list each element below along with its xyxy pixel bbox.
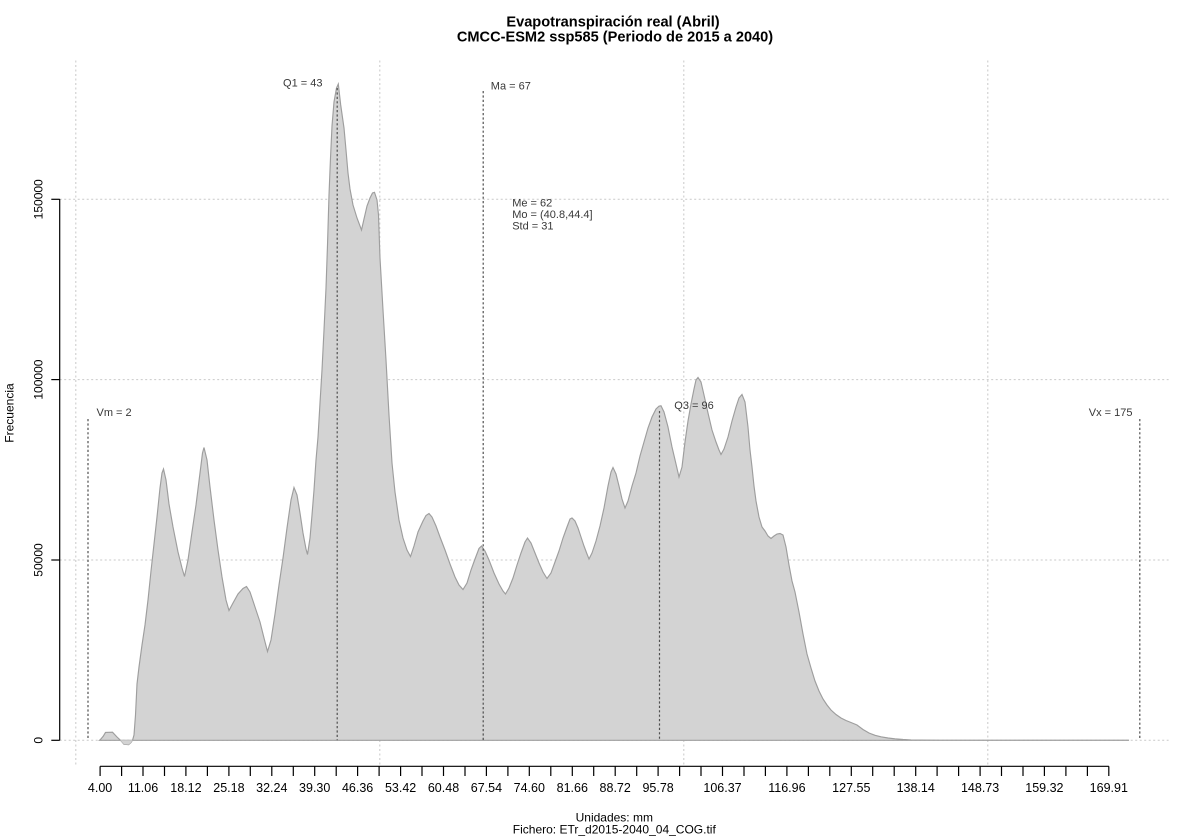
svg-text:148.73: 148.73	[961, 781, 999, 795]
svg-text:95.78: 95.78	[642, 781, 673, 795]
svg-text:138.14: 138.14	[897, 781, 935, 795]
svg-text:67.54: 67.54	[471, 781, 502, 795]
svg-text:106.37: 106.37	[703, 781, 741, 795]
svg-text:25.18: 25.18	[213, 781, 244, 795]
svg-text:4.00: 4.00	[88, 781, 112, 795]
svg-text:Q1 = 43: Q1 = 43	[283, 78, 322, 90]
svg-text:Me = 62: Me = 62	[512, 198, 552, 210]
svg-text:88.72: 88.72	[600, 781, 631, 795]
svg-text:46.36: 46.36	[342, 781, 373, 795]
svg-text:116.96: 116.96	[768, 781, 805, 795]
svg-text:53.42: 53.42	[385, 781, 416, 795]
svg-text:100000: 100000	[32, 359, 46, 399]
svg-text:60.48: 60.48	[428, 781, 459, 795]
svg-text:74.60: 74.60	[514, 781, 545, 795]
svg-text:159.32: 159.32	[1025, 781, 1063, 795]
svg-text:150000: 150000	[32, 179, 46, 219]
svg-text:127.55: 127.55	[832, 781, 870, 795]
svg-text:Evapotranspiración real (Abril: Evapotranspiración real (Abril)	[506, 15, 719, 31]
svg-text:Vm = 2: Vm = 2	[97, 407, 132, 419]
svg-text:18.12: 18.12	[170, 781, 201, 795]
svg-text:39.30: 39.30	[299, 781, 330, 795]
svg-text:11.06: 11.06	[128, 781, 158, 795]
svg-text:50000: 50000	[32, 543, 46, 577]
svg-text:81.66: 81.66	[557, 781, 588, 795]
svg-text:Unidades: mm: Unidades: mm	[576, 811, 653, 825]
svg-text:0: 0	[32, 737, 46, 744]
svg-text:Q3 = 96: Q3 = 96	[674, 400, 713, 412]
svg-text:Fichero: ETr_d2015-2040_04_COG: Fichero: ETr_d2015-2040_04_COG.tif	[513, 823, 717, 837]
svg-text:Std = 31: Std = 31	[512, 220, 553, 232]
svg-text:Vx = 175: Vx = 175	[1089, 407, 1133, 419]
svg-text:Frecuencia: Frecuencia	[3, 383, 17, 443]
svg-text:Ma = 67: Ma = 67	[491, 81, 531, 93]
svg-text:169.91: 169.91	[1090, 781, 1128, 795]
svg-text:32.24: 32.24	[256, 781, 287, 795]
svg-text:CMCC-ESM2 ssp585 (Periodo de 2: CMCC-ESM2 ssp585 (Periodo de 2015 a 2040…	[457, 30, 773, 46]
svg-text:Mo = (40.8,44.4]: Mo = (40.8,44.4]	[512, 209, 592, 221]
